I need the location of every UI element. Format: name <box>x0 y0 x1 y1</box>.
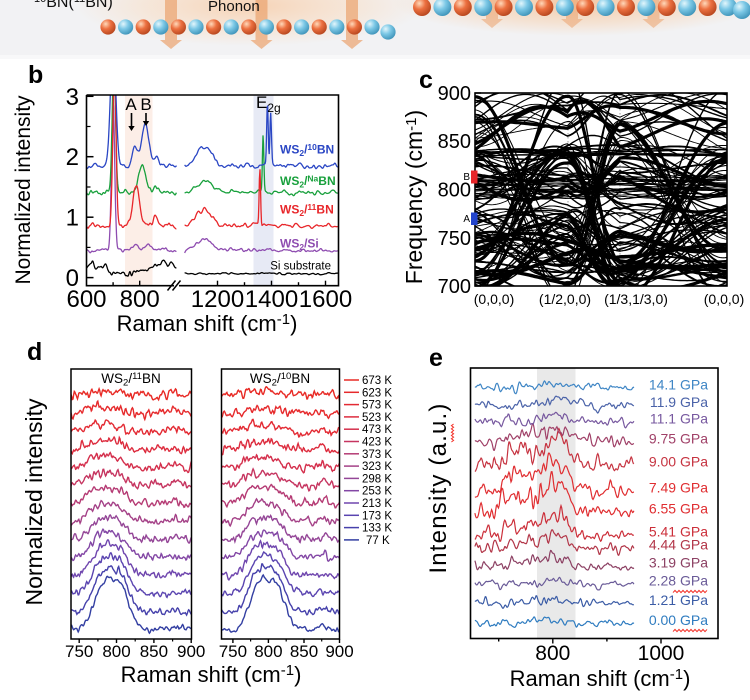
svg-text:173 K: 173 K <box>362 510 392 522</box>
svg-text:11.9 GPa: 11.9 GPa <box>650 394 708 410</box>
svg-text:1200: 1200 <box>191 286 244 313</box>
svg-text:Raman shift (cm-1): Raman shift (cm-1) <box>510 666 691 691</box>
svg-text:900: 900 <box>438 83 471 105</box>
svg-text:423 K: 423 K <box>362 437 392 449</box>
svg-text:b: b <box>28 61 43 89</box>
svg-text:(0,0,0): (0,0,0) <box>474 291 514 307</box>
svg-text:800: 800 <box>102 642 130 661</box>
svg-text:323 K: 323 K <box>362 461 392 473</box>
svg-text:673 K: 673 K <box>362 375 392 387</box>
svg-text:14.1 GPa: 14.1 GPa <box>649 377 708 393</box>
svg-text:253 K: 253 K <box>362 486 392 498</box>
svg-text:850: 850 <box>140 642 168 661</box>
svg-text:Raman shift (cm-1): Raman shift (cm-1) <box>117 311 298 336</box>
svg-text:800: 800 <box>120 286 160 313</box>
svg-text:623 K: 623 K <box>362 387 392 399</box>
svg-text:1600: 1600 <box>299 286 352 313</box>
svg-text:850: 850 <box>438 131 471 153</box>
svg-text:800: 800 <box>438 180 471 202</box>
svg-text:(0,0,0): (0,0,0) <box>704 291 744 307</box>
svg-text:Normalized intensity: Normalized intensity <box>21 398 47 606</box>
svg-text:6.55 GPa: 6.55 GPa <box>649 501 708 517</box>
svg-text:10BN(11BN): 10BN(11BN) <box>34 0 113 11</box>
svg-text:2: 2 <box>66 144 79 171</box>
svg-text:750: 750 <box>438 228 471 250</box>
svg-text:700: 700 <box>438 276 471 298</box>
svg-text:0.00 GPa: 0.00 GPa <box>649 612 708 628</box>
svg-text:e: e <box>429 344 443 372</box>
svg-text:0: 0 <box>66 265 79 292</box>
svg-text:1.21 GPa: 1.21 GPa <box>649 592 708 608</box>
svg-text:1400: 1400 <box>245 286 298 313</box>
svg-text:Phonon: Phonon <box>208 0 260 15</box>
svg-text:WS2/10BN: WS2/10BN <box>280 142 334 158</box>
svg-text:600: 600 <box>66 286 106 313</box>
svg-text:Si substrate: Si substrate <box>270 261 331 273</box>
svg-text:Normalized intensity: Normalized intensity <box>12 95 35 285</box>
svg-text:77 K: 77 K <box>366 535 390 547</box>
svg-text:800: 800 <box>254 642 282 661</box>
svg-text:900: 900 <box>325 642 353 661</box>
svg-text:9.00 GPa: 9.00 GPa <box>649 454 708 470</box>
svg-text:A: A <box>125 95 137 114</box>
svg-text:Raman shift (cm-1): Raman shift (cm-1) <box>121 662 302 687</box>
svg-text:573 K: 573 K <box>362 400 392 412</box>
svg-text:B: B <box>463 172 470 183</box>
svg-text:373 K: 373 K <box>362 449 392 461</box>
svg-text:473 K: 473 K <box>362 424 392 436</box>
svg-text:850: 850 <box>290 642 318 661</box>
svg-text:1000: 1000 <box>638 642 685 665</box>
svg-text:298 K: 298 K <box>362 473 392 485</box>
svg-text:11.1 GPa: 11.1 GPa <box>650 411 708 427</box>
svg-text:WS2/11BN: WS2/11BN <box>280 202 334 218</box>
svg-text:A: A <box>463 214 470 225</box>
svg-text:WS2/Si: WS2/Si <box>280 237 319 253</box>
svg-text:3: 3 <box>66 84 79 111</box>
svg-text:(1/3,1/3,0): (1/3,1/3,0) <box>604 291 668 307</box>
svg-text:Intensity (a.u.): Intensity (a.u.) <box>425 402 452 573</box>
svg-text:WS2/10BN: WS2/10BN <box>250 371 310 389</box>
svg-text:c: c <box>419 66 433 94</box>
svg-text:750: 750 <box>219 642 247 661</box>
svg-text:900: 900 <box>177 642 205 661</box>
svg-text:d: d <box>27 338 42 366</box>
svg-text:133 K: 133 K <box>362 523 392 535</box>
svg-text:1: 1 <box>66 205 79 232</box>
svg-text:Frequency (cm-1): Frequency (cm-1) <box>401 110 427 284</box>
svg-text:9.75 GPa: 9.75 GPa <box>649 431 708 447</box>
svg-text:B: B <box>140 95 151 114</box>
svg-text:7.49 GPa: 7.49 GPa <box>649 480 708 496</box>
svg-text:213 K: 213 K <box>362 498 392 510</box>
svg-text:523 K: 523 K <box>362 412 392 424</box>
svg-text:3.19 GPa: 3.19 GPa <box>649 555 708 571</box>
svg-text:2.28 GPa: 2.28 GPa <box>649 573 708 589</box>
svg-text:4.44 GPa: 4.44 GPa <box>649 537 708 553</box>
svg-text:WS2/NaBN: WS2/NaBN <box>280 174 336 190</box>
svg-text:5.41 GPa: 5.41 GPa <box>649 524 708 540</box>
svg-text:WS2/11BN: WS2/11BN <box>101 371 160 389</box>
svg-text:750: 750 <box>65 642 93 661</box>
svg-text:(1/2,0,0): (1/2,0,0) <box>539 291 591 307</box>
svg-text:800: 800 <box>535 642 570 665</box>
